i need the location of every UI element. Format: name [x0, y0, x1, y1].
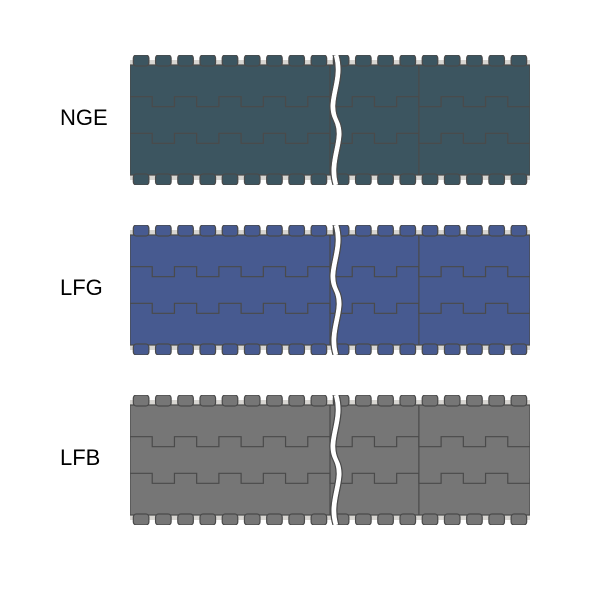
- belt-label: LFG: [60, 275, 103, 301]
- belt-swatch: [130, 395, 530, 525]
- diagram-canvas: NGE LFG LFB: [0, 0, 600, 600]
- belt-label: LFB: [60, 445, 100, 471]
- belt-swatch: [130, 225, 530, 355]
- belt-swatch: [130, 55, 530, 185]
- belt-label: NGE: [60, 105, 108, 131]
